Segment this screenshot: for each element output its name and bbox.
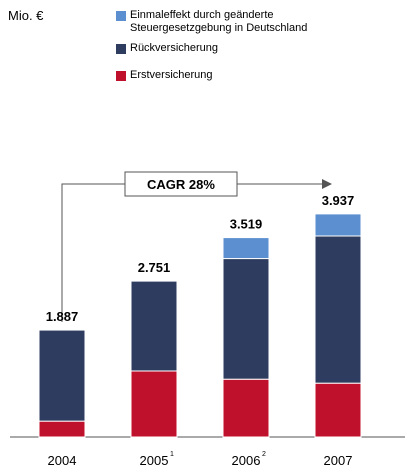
total-label: 3.937 [322,193,355,208]
legend-swatch [116,11,126,21]
annotation: CAGR 28% [147,177,215,192]
bar-segment [222,237,270,260]
total-label: 2.751 [138,260,171,275]
bar-segment [130,370,178,438]
legend-item: Erstversicherung [130,69,213,81]
bar-segment [38,329,86,422]
legend-label: Rückversicherung [130,42,219,54]
bar-segment [38,420,86,438]
x-tick-label: 2006 [232,453,261,468]
legend-item: Rückversicherung [130,42,219,54]
footnote-mark: 1 [170,451,174,458]
total-label: 3.519 [230,217,263,232]
legend-swatch [116,71,126,81]
total-label: 1.887 [46,309,79,324]
bar-segment [314,235,362,384]
bar-segment [314,213,362,237]
arrow-head [322,179,332,189]
legend-swatch [116,44,126,54]
bar-segment [222,258,270,380]
bar-segment [130,280,178,372]
unit-label: Mio. € [8,8,44,23]
x-tick-label: 2004 [48,453,77,468]
x-tick-label: 2005 [140,453,169,468]
legend-item: Einmaleffekt durch geänderte Steuergeset… [130,9,308,34]
legend-label: Erstversicherung [130,69,213,81]
bar-segment [314,382,362,438]
bar-segment [222,378,270,438]
x-tick-label: 2007 [324,453,353,468]
footnote-mark: 2 [262,451,266,458]
legend-label: Einmaleffekt durch geänderte Steuergeset… [130,9,308,34]
arrow [61,183,125,322]
